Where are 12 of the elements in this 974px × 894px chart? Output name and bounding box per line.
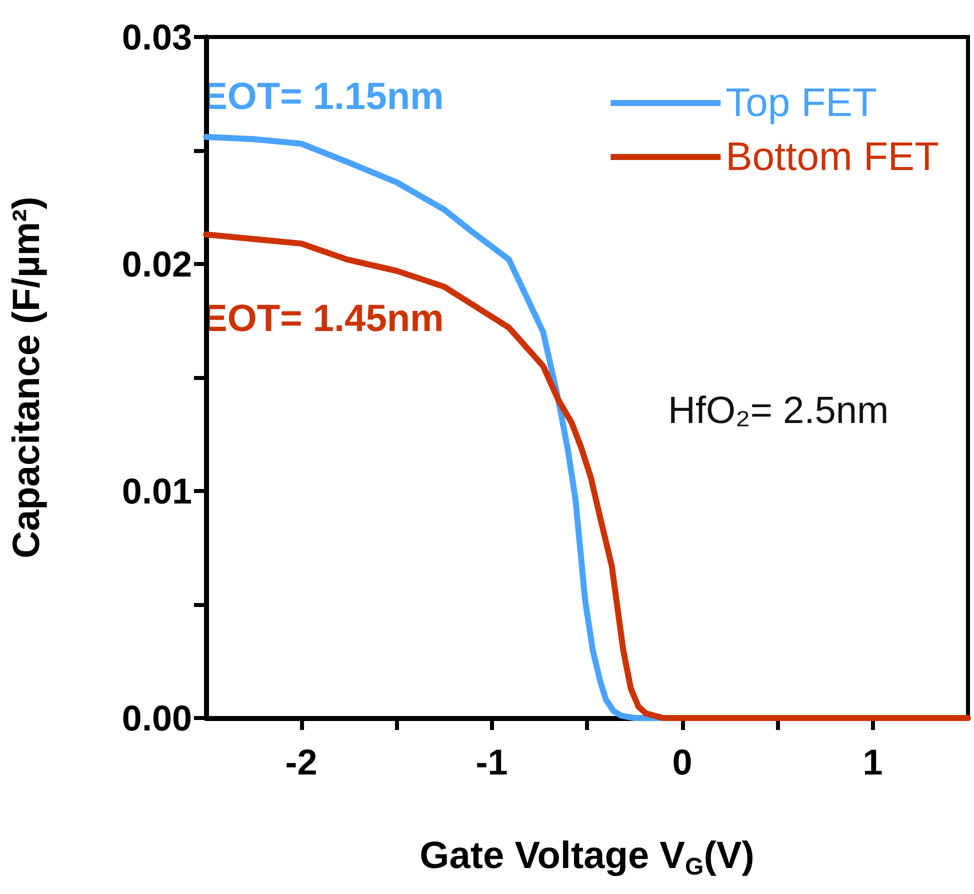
y-tick-label: 0.02 xyxy=(122,244,192,284)
legend-label: Top FET xyxy=(726,81,877,125)
annotation: HfO₂= 2.5nm xyxy=(668,390,889,432)
y-tick-label: 0.00 xyxy=(122,698,192,738)
x-tick-label: -2 xyxy=(285,742,318,782)
x-tick-label: 1 xyxy=(862,742,883,782)
y-tick-label: 0.01 xyxy=(122,470,192,512)
y-tick-label: 0.03 xyxy=(122,16,192,58)
x-tick-label: -1 xyxy=(476,742,508,782)
legend-label: Bottom FET xyxy=(726,135,940,179)
y-axis-title: Capacitance (F/µm²) xyxy=(6,196,48,558)
x-tick-label: 0 xyxy=(672,742,692,782)
